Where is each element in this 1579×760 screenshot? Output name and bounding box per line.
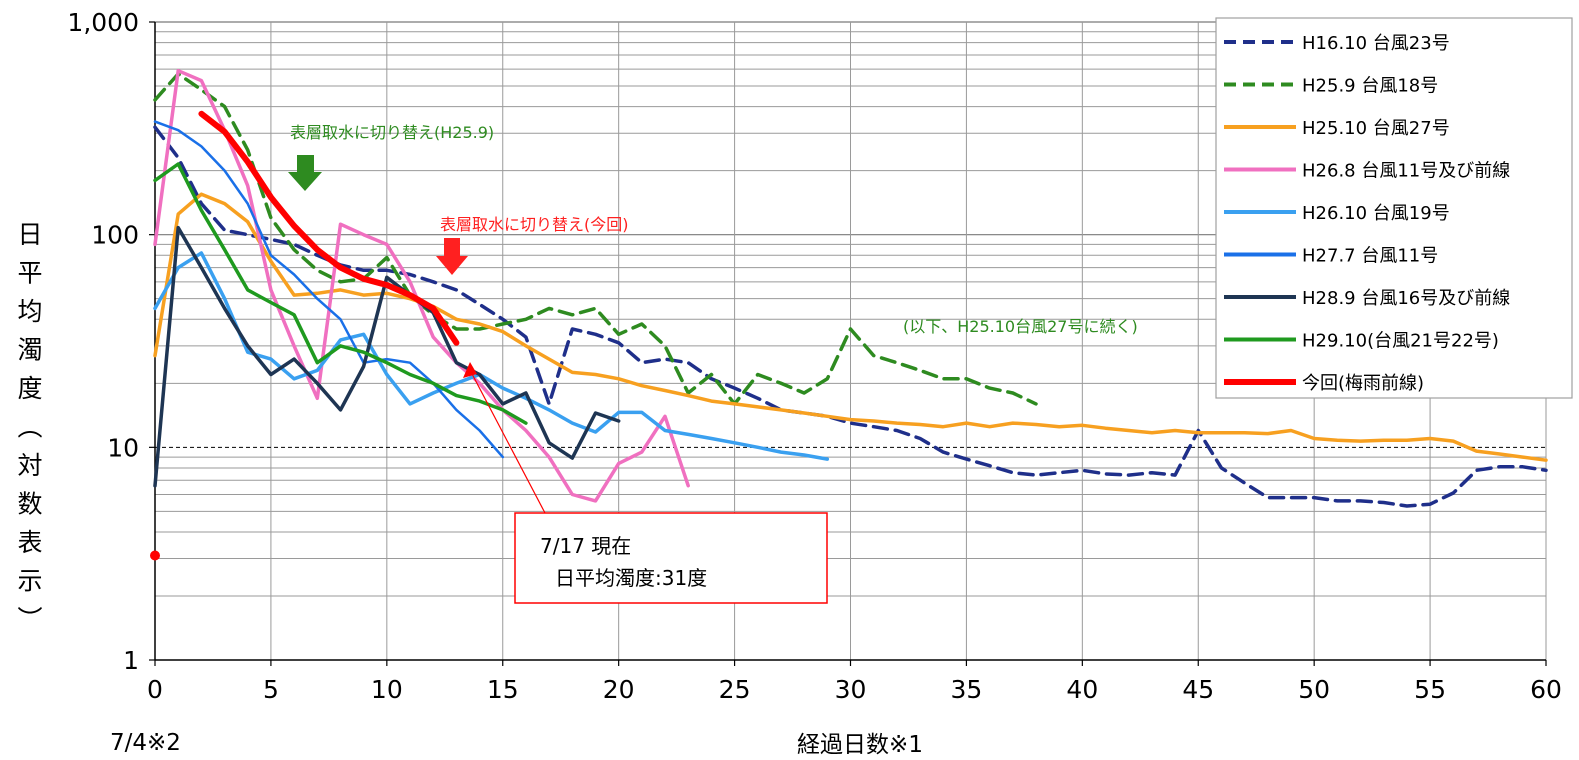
x-tick-label: 40	[1066, 675, 1098, 704]
series-line-1	[153, 72, 1038, 406]
annotations: 表層取水に切り替え(H25.9) 表層取水に切り替え(今回) (以下、H25.10台…	[150, 123, 1138, 604]
legend-label-0: H16.10 台風23号	[1302, 33, 1450, 54]
x-tick-label: 5	[263, 675, 279, 704]
annotation-switch-now: 表層取水に切り替え(今回)	[440, 215, 629, 234]
x-tick-label: 0	[147, 675, 163, 704]
y-axis-label-char: 日	[17, 220, 42, 249]
y-axis-label: 日平均濁度 ︵ 対数表示 ︶	[17, 220, 42, 634]
y-axis-label-char: 濁	[17, 336, 42, 365]
series-line-6	[153, 225, 621, 488]
series-line-7	[153, 162, 528, 425]
x-tick-label: 30	[835, 675, 867, 704]
legend-label-1: H25.9 台風18号	[1302, 76, 1438, 97]
series-line-0	[153, 125, 1548, 508]
annotation-switch-h25: 表層取水に切り替え(H25.9)	[290, 123, 494, 142]
x-axis-label: 経過日数※1	[797, 732, 923, 758]
legend-label-4: H26.10 台風19号	[1302, 203, 1450, 224]
y-axis-label-char: 数	[17, 490, 42, 519]
x-tick-label: 50	[1298, 675, 1330, 704]
y-axis-label-char: ︵	[17, 413, 42, 442]
y-axis-label-char: ︶	[17, 605, 42, 634]
callout-pointer	[469, 369, 546, 514]
callout-line2: 日平均濁度:31度	[555, 566, 707, 590]
y-tick-label: 1	[123, 646, 139, 675]
series-line-5	[153, 120, 505, 459]
y-axis-label-char: 平	[17, 259, 42, 288]
series-line-2	[153, 192, 1548, 462]
series-layer	[153, 68, 1548, 508]
x-tick-label: 35	[951, 675, 983, 704]
x-tick-label: 15	[487, 675, 519, 704]
legend-label-3: H26.8 台風11号及び前線	[1302, 161, 1510, 182]
x-tick-label: 20	[603, 675, 635, 704]
x-tick-label: 55	[1414, 675, 1446, 704]
series-line-3	[153, 68, 690, 503]
current-marker-dot	[150, 550, 160, 561]
legend-label-6: H28.9 台風16号及び前線	[1302, 288, 1510, 309]
y-tick-label: 1,000	[67, 8, 139, 37]
y-axis-label-char: 示	[17, 567, 42, 596]
y-tick-label: 10	[107, 433, 139, 462]
series-line-4	[153, 251, 830, 461]
series-line-8	[198, 110, 460, 346]
legend-label-5: H27.7 台風11号	[1302, 246, 1438, 267]
legend-label-2: H25.10 台風27号	[1302, 118, 1450, 139]
y-axis-label-char: 度	[17, 374, 42, 403]
red-down-arrow-icon	[436, 238, 468, 275]
y-axis-label-char: 表	[17, 528, 42, 557]
x-tick-label: 60	[1530, 675, 1562, 704]
x-tick-label: 25	[719, 675, 751, 704]
legend-box	[1215, 17, 1573, 399]
y-axis-label-char: 均	[17, 297, 42, 326]
legend: H16.10 台風23号 H25.9 台風18号 H25.10 台風27号 H26.8…	[1215, 17, 1573, 399]
x-tick-label: 10	[371, 675, 403, 704]
annotation-continue: (以下、H25.10台風27号に続く)	[903, 317, 1138, 336]
callout-arrowhead	[463, 362, 477, 378]
callout-line1: 7/17 現在	[540, 534, 631, 558]
y-tick-label: 100	[91, 221, 139, 250]
callout-box	[514, 512, 828, 604]
legend-label-8: 今回(梅雨前線)	[1302, 373, 1424, 394]
x-tick-label: 45	[1182, 675, 1214, 704]
legend-label-7: H29.10(台風21号22号)	[1302, 331, 1499, 352]
y-axis-label-char: 対	[17, 451, 42, 480]
x-start-label: 7/4※2	[110, 730, 181, 756]
green-down-arrow-icon	[288, 155, 322, 191]
